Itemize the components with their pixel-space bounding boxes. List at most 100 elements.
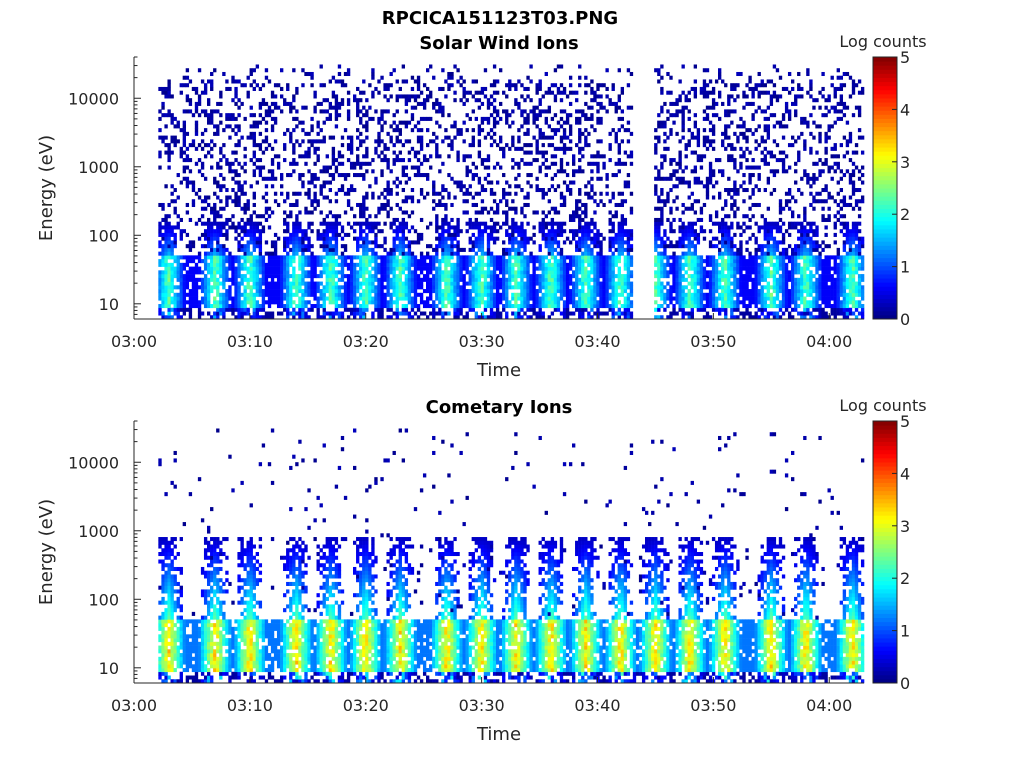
spectrogram-cell [283, 259, 287, 264]
spectrogram-cell [523, 304, 527, 309]
spectrogram-cell [188, 101, 193, 106]
spectrogram-cell [565, 113, 570, 118]
spectrogram-cell [617, 236, 621, 241]
spectrogram-cell [660, 292, 664, 297]
spectrogram-cell [438, 292, 442, 297]
spectrogram-cell [286, 195, 290, 200]
spectrogram-cell [480, 229, 485, 234]
spectrogram-cell [310, 75, 314, 80]
spectrogram-cell [666, 90, 670, 95]
spectrogram-cell [416, 232, 421, 237]
spectrogram-cell [489, 232, 494, 237]
spectrogram-cell [629, 71, 634, 77]
spectrogram-cell [499, 68, 503, 73]
spectrogram-cell [581, 131, 585, 136]
spectrogram-cell [158, 270, 162, 275]
spectrogram-cell [264, 262, 269, 267]
spectrogram-cell [286, 281, 290, 286]
spectrogram-cell [587, 116, 591, 121]
spectrogram-cell [240, 165, 244, 170]
spectrogram-cell [584, 101, 588, 106]
spectrogram-cell [197, 236, 202, 241]
spectrogram-cell [426, 225, 430, 230]
spectrogram-cell [167, 109, 171, 114]
spectrogram-cell [608, 244, 612, 249]
spectrogram-cell [331, 244, 336, 249]
spectrogram-cell [581, 240, 585, 245]
spectrogram-cell [331, 270, 336, 275]
spectrogram-cell [246, 206, 250, 211]
spectrogram-cell [663, 266, 667, 271]
spectrogram-cell [663, 199, 667, 204]
spectrogram-cell [371, 68, 375, 73]
spectrogram-cell [395, 296, 399, 301]
spectrogram-cell [505, 83, 509, 88]
spectrogram-cell [578, 120, 582, 125]
spectrogram-cell [185, 300, 190, 305]
spectrogram-cell [243, 289, 247, 294]
spectrogram-cell [307, 247, 311, 252]
spectrogram-cell [173, 300, 177, 305]
spectrogram-cell [508, 191, 512, 196]
spectrogram-cell [581, 304, 585, 309]
spectrogram-cell [465, 165, 469, 170]
spectrogram-cell [328, 240, 333, 245]
spectrogram-cell [176, 221, 180, 226]
spectrogram-cell [550, 244, 555, 249]
spectrogram-cell [663, 202, 667, 208]
spectrogram-cell [346, 300, 351, 305]
spectrogram-cell [532, 105, 536, 110]
spectrogram-cell [289, 173, 293, 178]
spectrogram-cell [556, 289, 561, 294]
spectrogram-cell [170, 270, 174, 275]
spectrogram-cell [200, 173, 205, 178]
spectrogram-cell [617, 150, 621, 155]
spectrogram-cell [283, 307, 287, 312]
spectrogram-cell [331, 221, 336, 226]
spectrogram-cell [596, 262, 600, 267]
spectrogram-cell [325, 116, 329, 121]
spectrogram-cell [234, 266, 238, 271]
spectrogram-cell [517, 259, 521, 264]
spectrogram-cell [334, 217, 339, 222]
spectrogram-cell [328, 79, 333, 84]
spectrogram-cell [286, 255, 290, 260]
spectrogram-cell [261, 274, 266, 279]
spectrogram-cell [213, 131, 217, 136]
spectrogram-cell [465, 281, 469, 286]
spectrogram-cell [544, 240, 548, 245]
spectrogram-cell [547, 165, 552, 170]
spectrogram-cell [240, 244, 244, 249]
spectrogram-cell [164, 113, 168, 118]
spectrogram-cell [170, 300, 174, 305]
spectrogram-cell [520, 277, 524, 282]
spectrogram-cell [167, 285, 171, 290]
spectrogram-cell [213, 259, 217, 264]
spectrogram-cell [535, 259, 539, 264]
spectrogram-cell [657, 229, 661, 234]
spectrogram-cell [237, 244, 241, 249]
spectrogram-cell [292, 105, 296, 110]
spectrogram-cell [319, 210, 323, 215]
spectrogram-cell [511, 221, 515, 226]
spectrogram-cell [304, 259, 308, 264]
spectrogram-cell [280, 292, 284, 297]
spectrogram-cell [584, 139, 588, 144]
spectrogram-cell [349, 135, 354, 140]
spectrogram-cell [629, 210, 634, 215]
spectrogram-cell [559, 311, 564, 316]
spectrogram-cell [401, 173, 406, 178]
spectrogram-cell [447, 244, 451, 249]
spectrogram-cell [337, 71, 342, 77]
spectrogram-cell [426, 255, 430, 260]
spectrogram-cell [231, 296, 235, 301]
spectrogram-cell [584, 202, 588, 208]
spectrogram-cell [267, 113, 272, 118]
spectrogram-cell [389, 221, 393, 226]
spectrogram-cell [167, 94, 171, 99]
spectrogram-cell [611, 300, 615, 305]
spectrogram-cell [295, 116, 299, 121]
spectrogram-cell [334, 109, 339, 114]
spectrogram-cell [654, 146, 658, 151]
spectrogram-cell [669, 131, 673, 136]
